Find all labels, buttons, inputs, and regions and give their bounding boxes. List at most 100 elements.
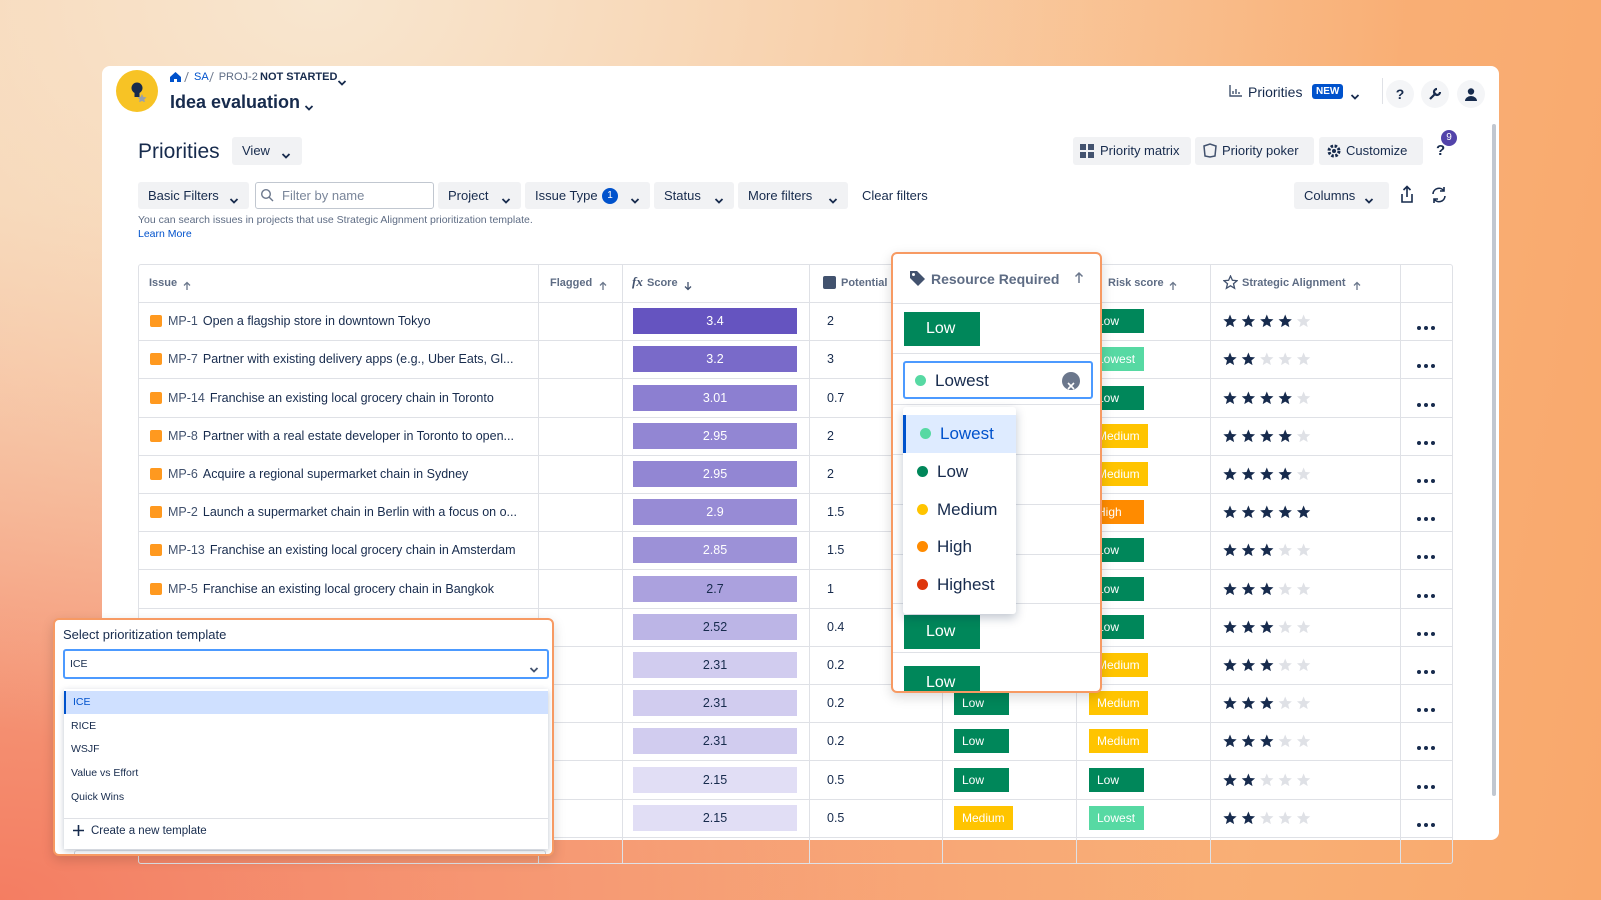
- filter-dropdown[interactable]: Project: [438, 182, 521, 209]
- star[interactable]: [1241, 620, 1256, 633]
- star[interactable]: [1223, 620, 1237, 633]
- star[interactable]: [1223, 352, 1237, 366]
- popup-tag[interactable]: Low: [904, 666, 980, 691]
- star[interactable]: [1241, 658, 1256, 672]
- star[interactable]: [1296, 773, 1311, 786]
- level-option[interactable]: Highest: [903, 566, 1016, 604]
- star[interactable]: [1223, 582, 1237, 595]
- issue-cell[interactable]: MP-1 Open a flagship store in downtown To…: [168, 313, 431, 329]
- template-select[interactable]: ICE: [63, 649, 549, 679]
- toolbar-button[interactable]: Customize: [1319, 137, 1423, 165]
- star[interactable]: [1241, 773, 1256, 786]
- star[interactable]: [1260, 811, 1274, 824]
- star[interactable]: [1278, 658, 1292, 672]
- star[interactable]: [1296, 467, 1311, 481]
- filter-dropdown[interactable]: Status: [654, 182, 734, 209]
- star[interactable]: [1223, 773, 1237, 786]
- star[interactable]: [1278, 505, 1292, 519]
- star[interactable]: [1223, 658, 1237, 672]
- star[interactable]: [1296, 314, 1311, 328]
- template-option[interactable]: WSJF: [64, 738, 548, 761]
- row-menu[interactable]: [1416, 738, 1436, 751]
- row-menu[interactable]: [1416, 586, 1436, 598]
- popup-tag[interactable]: Low: [904, 615, 980, 649]
- row-menu[interactable]: [1416, 395, 1436, 407]
- star[interactable]: [1223, 391, 1237, 404]
- star[interactable]: [1260, 658, 1274, 672]
- toolbar-help[interactable]: ?: [1436, 142, 1446, 159]
- star[interactable]: [1296, 543, 1311, 557]
- level-option[interactable]: High: [903, 528, 1016, 566]
- basic-filters[interactable]: Basic Filters: [138, 182, 249, 209]
- star[interactable]: [1241, 696, 1256, 710]
- star[interactable]: [1260, 620, 1274, 633]
- star[interactable]: [1260, 429, 1274, 442]
- star[interactable]: [1223, 811, 1237, 824]
- clear-filters[interactable]: Clear filters: [862, 188, 928, 203]
- star[interactable]: [1241, 467, 1256, 481]
- star[interactable]: [1241, 352, 1256, 366]
- star[interactable]: [1278, 467, 1292, 481]
- star[interactable]: [1241, 582, 1256, 595]
- row-menu[interactable]: [1416, 547, 1436, 560]
- row-menu[interactable]: [1416, 318, 1436, 331]
- star[interactable]: [1241, 314, 1256, 328]
- star[interactable]: [1260, 352, 1274, 366]
- star[interactable]: [1278, 696, 1292, 710]
- star[interactable]: [1278, 429, 1292, 442]
- star[interactable]: [1260, 773, 1274, 786]
- star[interactable]: [1278, 391, 1292, 404]
- resource-tag[interactable]: Low: [954, 691, 1009, 716]
- star[interactable]: [1278, 734, 1292, 748]
- star[interactable]: [1260, 582, 1274, 595]
- resource-tag[interactable]: Low: [954, 729, 1009, 754]
- star[interactable]: [1223, 467, 1237, 481]
- issue-cell[interactable]: MP-6 Acquire a regional supermarket chain…: [168, 466, 468, 482]
- star[interactable]: [1260, 314, 1274, 328]
- nav-priorities[interactable]: Priorities: [1248, 84, 1303, 100]
- issue-cell[interactable]: MP-2 Launch a supermarket chain in Berlin…: [168, 504, 517, 520]
- star[interactable]: [1260, 734, 1274, 748]
- star[interactable]: [1260, 391, 1274, 404]
- star[interactable]: [1260, 696, 1274, 710]
- risk-tag[interactable]: Medium: [1089, 729, 1148, 754]
- star[interactable]: [1241, 811, 1256, 824]
- toolbar-button[interactable]: Priority poker: [1195, 137, 1314, 165]
- search-box[interactable]: [255, 182, 434, 209]
- help-button[interactable]: ?: [1386, 80, 1414, 108]
- toolbar-button[interactable]: Priority matrix: [1073, 137, 1191, 165]
- risk-tag[interactable]: Medium: [1089, 691, 1148, 716]
- row-menu[interactable]: [1416, 433, 1436, 445]
- star[interactable]: [1223, 505, 1237, 519]
- columns-button[interactable]: Columns: [1294, 182, 1389, 209]
- breadcrumb-item[interactable]: SA: [194, 71, 209, 83]
- project-title[interactable]: Idea evaluation: [170, 92, 301, 112]
- star[interactable]: [1260, 467, 1274, 481]
- star[interactable]: [1223, 314, 1237, 328]
- level-option[interactable]: Medium: [903, 491, 1016, 529]
- row-menu[interactable]: [1416, 624, 1436, 636]
- resource-tag[interactable]: Low: [954, 767, 1009, 792]
- star[interactable]: [1223, 429, 1237, 442]
- row-menu[interactable]: [1416, 662, 1436, 674]
- row-menu[interactable]: [1416, 777, 1436, 789]
- star[interactable]: [1278, 811, 1292, 824]
- row-menu[interactable]: [1416, 471, 1436, 483]
- star[interactable]: [1296, 505, 1311, 519]
- risk-tag[interactable]: Low: [1089, 767, 1144, 792]
- star[interactable]: [1260, 505, 1274, 519]
- star[interactable]: [1278, 773, 1292, 786]
- star[interactable]: [1296, 811, 1311, 824]
- level-option[interactable]: Low: [903, 453, 1016, 491]
- issue-cell[interactable]: MP-14 Franchise an existing local grocery…: [168, 390, 494, 406]
- row-menu[interactable]: [1416, 509, 1436, 522]
- star[interactable]: [1241, 543, 1256, 557]
- star[interactable]: [1223, 734, 1237, 748]
- star[interactable]: [1241, 734, 1256, 748]
- star[interactable]: [1296, 429, 1311, 442]
- issue-cell[interactable]: MP-8 Partner with a real estate developer…: [168, 428, 514, 444]
- level-option[interactable]: Lowest: [903, 415, 1016, 453]
- template-option[interactable]: Value vs Effort: [64, 762, 548, 785]
- star[interactable]: [1241, 429, 1256, 442]
- popup-tag[interactable]: Low: [904, 312, 980, 346]
